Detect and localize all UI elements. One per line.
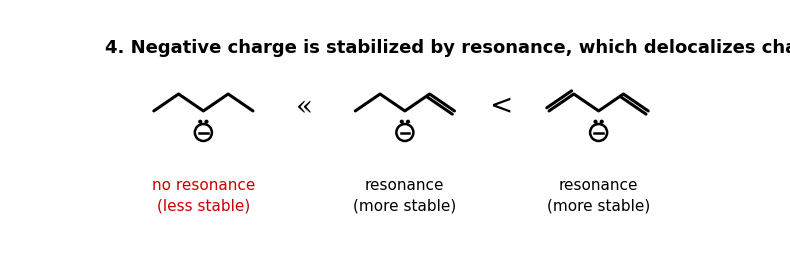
Circle shape	[199, 120, 201, 123]
Circle shape	[594, 120, 597, 123]
Circle shape	[407, 120, 409, 123]
Text: resonance
(more stable): resonance (more stable)	[353, 178, 457, 214]
Text: no resonance
(less stable): no resonance (less stable)	[152, 178, 255, 214]
Circle shape	[205, 120, 208, 123]
Text: <: <	[490, 94, 514, 121]
Text: resonance
(more stable): resonance (more stable)	[547, 178, 650, 214]
Circle shape	[401, 120, 403, 123]
Text: 4. Negative charge is stabilized by resonance, which delocalizes charges: 4. Negative charge is stabilized by reso…	[105, 39, 790, 56]
Circle shape	[600, 120, 603, 123]
Text: «: «	[295, 94, 313, 121]
